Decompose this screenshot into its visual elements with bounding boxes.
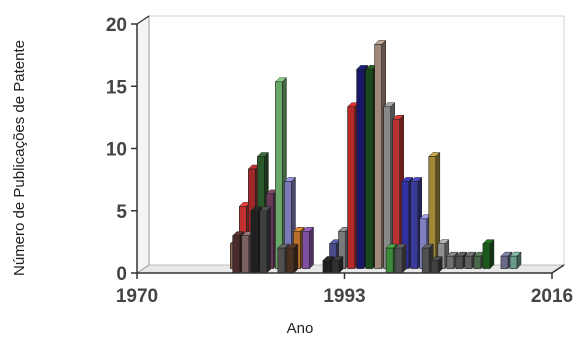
bar-back-2011 [509, 251, 522, 270]
y-tick-label-15: 15 [106, 77, 128, 98]
bar-front-1999-face [394, 247, 403, 274]
bar-front-1984-face [259, 210, 268, 274]
bar-back-2008-face [482, 243, 491, 269]
bar-back-2008 [482, 239, 495, 270]
bar-back-2005-face [455, 255, 464, 269]
bar-back-1988 [301, 226, 315, 270]
bar-front-2003 [430, 255, 443, 274]
bar-front-1984-side [266, 206, 272, 274]
bar-back-1993-face [347, 106, 355, 269]
x-axis-depth-line [551, 264, 565, 274]
bar-front-1987 [286, 243, 299, 274]
bar-front-1992 [331, 255, 344, 274]
bar-front-2002-face [421, 247, 430, 274]
bar-front-1983-face [250, 210, 259, 274]
y-tick-label-5: 5 [116, 202, 127, 223]
bar-front-1991-face [322, 260, 331, 274]
y-tick-label-10: 10 [106, 140, 127, 161]
y-tick-label-0: 0 [116, 264, 127, 285]
bar-front-1987-face [286, 247, 295, 274]
x-tick-label-2016: 2016 [531, 286, 573, 307]
bar-front-1982-face [241, 235, 250, 274]
bar-back-2004-face [446, 255, 455, 269]
bar-front-1998-face [385, 247, 394, 274]
tick-labels: 0 5 10 15 20 1970 1993 2016 [106, 15, 573, 307]
bar-back-2006-face [464, 255, 473, 269]
bar-front-1987-side [293, 243, 299, 274]
bar-back-2000-face [410, 181, 419, 269]
y-tick-label-20: 20 [106, 15, 127, 36]
x-axis-title: Ano [287, 320, 314, 337]
bar-front-1984 [259, 206, 272, 274]
bar-back-2010-face [500, 255, 509, 269]
y-axis-depth-line [136, 15, 150, 25]
bar-back-2011-face [509, 255, 518, 269]
x-tick-label-1993: 1993 [323, 286, 365, 307]
y-axis-title: Número de Publicações de Patente [11, 40, 28, 276]
bar-back-2008-side [489, 239, 495, 270]
bar-front-1999 [394, 243, 407, 274]
x-tick-label-1970: 1970 [116, 286, 158, 307]
bar-back-2007-face [473, 255, 482, 269]
bar-front-1986-face [277, 247, 286, 274]
side-wall [136, 15, 150, 274]
bars-layer [229, 39, 522, 274]
bar-front-1999-side [401, 243, 407, 274]
axes-layer [131, 15, 565, 279]
bar-front-2003-face [430, 260, 439, 274]
bar-back-1988-face [302, 230, 310, 269]
bar-back-1995-face [365, 69, 373, 269]
bar-back-1994-face [356, 69, 364, 269]
bar-front-1981-face [232, 235, 241, 274]
bar-front-1992-face [331, 260, 340, 274]
bar-back-1985-face [275, 81, 283, 269]
bar-back-1996-face [374, 44, 382, 269]
bar-back-1988-side [309, 226, 314, 270]
